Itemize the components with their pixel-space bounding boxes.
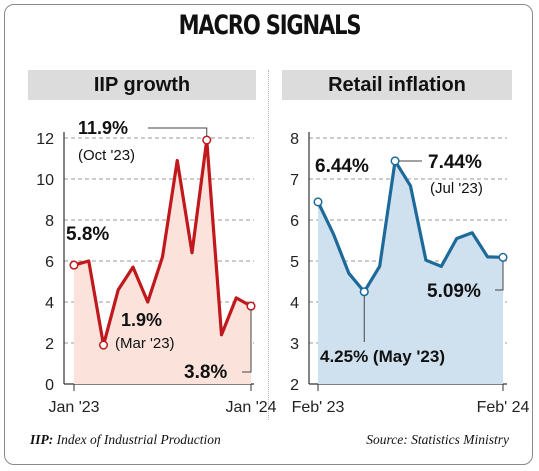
leader-line — [495, 261, 504, 291]
data-point — [390, 156, 400, 166]
y-tick-label: 4 — [45, 295, 54, 312]
y-tick-label: 6 — [45, 254, 54, 271]
footnote-definition: Index of Industrial Production — [56, 432, 221, 447]
annotation-mar23-value: 1.9% — [121, 310, 162, 330]
data-point — [498, 252, 508, 262]
source-note: Source: Statistics Ministry — [366, 432, 509, 447]
annotation-jan24-value: 3.8% — [184, 362, 227, 383]
data-point — [359, 287, 369, 297]
data-point — [202, 135, 212, 145]
annotation-feb24-value: 5.09% — [427, 281, 481, 302]
x-tick-label: Feb' 24 — [477, 399, 530, 416]
x-tick-label: Jan '23 — [48, 399, 99, 416]
y-tick-label: 8 — [45, 213, 54, 230]
leader-line — [242, 310, 252, 373]
y-tick-label: 6 — [290, 213, 299, 230]
data-point — [313, 197, 323, 207]
y-tick-label: 0 — [45, 377, 54, 394]
y-tick-label: 12 — [36, 131, 54, 148]
panel-divider — [268, 70, 269, 420]
annotation-jul23-date: (Jul '23) — [430, 180, 483, 197]
annotation-jan23-value: 5.8% — [66, 224, 109, 245]
leader-line — [148, 127, 208, 137]
data-point — [98, 340, 109, 350]
series-line — [316, 159, 504, 294]
footnote-abbr: IIP: — [30, 432, 54, 447]
annotation-feb23-value: 6.44% — [315, 156, 369, 177]
infographic-title: MACRO SIGNALS — [178, 10, 362, 41]
iip-panel-title: IIP growth — [28, 70, 256, 100]
annotation-jul23-value: 7.44% — [428, 152, 482, 173]
data-point — [246, 301, 256, 311]
y-tick-label: 7 — [290, 172, 299, 189]
y-tick-label: 5 — [290, 254, 299, 271]
annotation-oct23-value: 11.9% — [78, 118, 128, 138]
annotation-oct23-date: (Oct '23) — [78, 147, 135, 164]
y-tick-label: 4 — [290, 295, 299, 312]
annotation-mar23-date: (Mar '23) — [115, 335, 175, 352]
y-tick-label: 3 — [290, 336, 299, 353]
x-tick-label: Jan '24 — [225, 399, 276, 416]
annotation-may23-value: 4.25% (May '23) — [320, 347, 445, 366]
y-tick-label: 2 — [290, 377, 299, 394]
y-tick-label: 10 — [36, 172, 54, 189]
y-tick-label: 2 — [45, 336, 54, 353]
inflation-panel-title: Retail inflation — [282, 70, 512, 100]
x-tick-label: Feb' 23 — [292, 399, 345, 416]
footnote: IIP: Index of Industrial Production — [30, 432, 221, 448]
y-tick-label: 8 — [290, 131, 299, 148]
data-point — [69, 260, 79, 270]
